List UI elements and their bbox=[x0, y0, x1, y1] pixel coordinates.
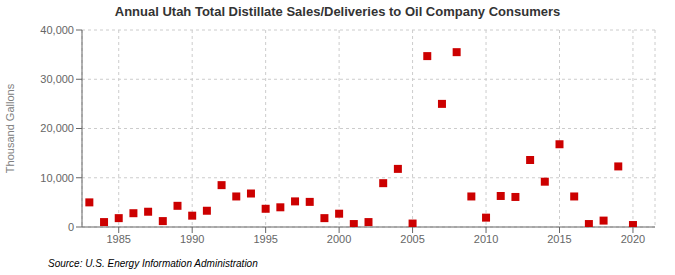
svg-text:2010: 2010 bbox=[474, 233, 498, 245]
svg-text:2020: 2020 bbox=[621, 233, 645, 245]
svg-text:2015: 2015 bbox=[547, 233, 571, 245]
svg-text:40,000: 40,000 bbox=[40, 24, 74, 36]
svg-text:2005: 2005 bbox=[400, 233, 424, 245]
svg-text:1990: 1990 bbox=[180, 233, 204, 245]
html-text:Source: U.S. Energy Informatio: Source: U.S. Energy Information Administ… bbox=[48, 258, 258, 269]
svg-text:10,000: 10,000 bbox=[40, 172, 74, 184]
svg-text:20,000: 20,000 bbox=[40, 122, 74, 134]
svg-text:1985: 1985 bbox=[106, 233, 130, 245]
svg-text:Thousand Gallons: Thousand Gallons bbox=[8, 83, 16, 173]
svg-text:30,000: 30,000 bbox=[40, 73, 74, 85]
svg-text:2000: 2000 bbox=[327, 233, 351, 245]
svg-text:0: 0 bbox=[68, 221, 74, 233]
html-text:Annual Utah Total Distillate S: Annual Utah Total Distillate Sales/Deliv… bbox=[114, 4, 561, 19]
svg-text:1995: 1995 bbox=[253, 233, 277, 245]
